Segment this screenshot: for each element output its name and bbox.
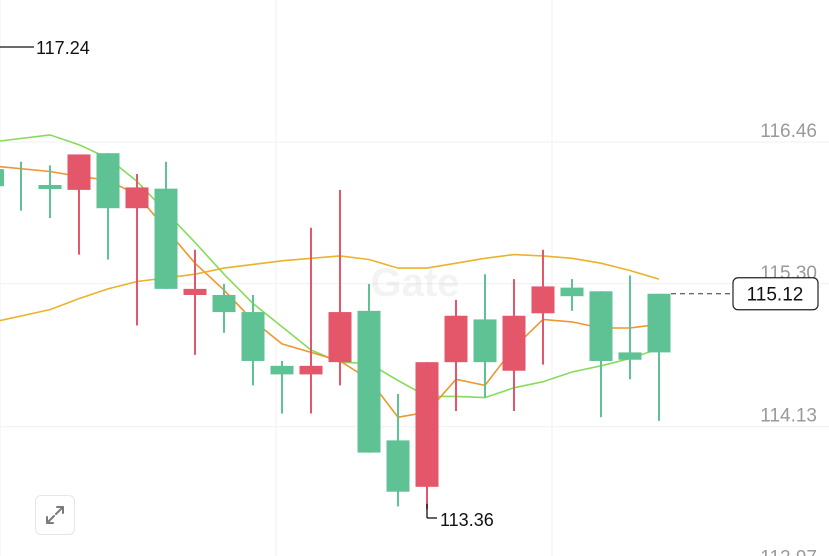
price-tick-label: 114.13 (760, 406, 817, 427)
candle-body (154, 188, 178, 289)
candle (183, 249, 207, 355)
candle-body (618, 352, 642, 360)
candle (473, 274, 497, 398)
candle (38, 165, 62, 218)
candle (270, 360, 294, 414)
candle-body (560, 287, 584, 297)
candle-body (96, 153, 120, 209)
candle (299, 227, 323, 414)
last-price-box (732, 277, 819, 311)
low-price-label: 113.36 (440, 510, 494, 530)
candle-body (531, 286, 555, 314)
candle (241, 294, 265, 386)
candle-body (183, 288, 207, 295)
candle (531, 249, 555, 365)
candle-body (0, 169, 4, 187)
candle (560, 279, 584, 311)
candle-body (589, 291, 613, 361)
candle-body (502, 315, 526, 371)
candle (618, 275, 642, 380)
high-price-label: 117.24 (36, 38, 90, 58)
expand-arrows-icon (46, 506, 64, 524)
candle-body (386, 440, 410, 492)
candle-body (212, 294, 236, 313)
price-tick-label: 112.97 (760, 547, 817, 556)
candle-body (444, 315, 468, 363)
candle-body (473, 319, 497, 363)
candle (328, 189, 352, 386)
candle-body (38, 184, 62, 189)
candle (589, 291, 613, 418)
annotation-layer: 117.24 113.36 115.12 (0, 38, 819, 530)
candle (444, 299, 468, 412)
moving-average-line (0, 253, 660, 322)
candle-body (270, 365, 294, 375)
candle-body (415, 362, 439, 487)
candle (357, 283, 381, 453)
candle-body (241, 312, 265, 361)
candle-body (647, 293, 671, 353)
candle-body (67, 154, 91, 190)
candle (67, 154, 91, 255)
candle-body (357, 310, 381, 453)
candle (386, 393, 410, 507)
candle (96, 153, 120, 260)
last-price-label: 115.12 (747, 285, 804, 306)
candle (415, 362, 439, 509)
expand-button[interactable] (35, 495, 75, 535)
candle (502, 279, 526, 412)
candle (154, 161, 178, 289)
candle (212, 283, 236, 333)
candle (125, 173, 149, 326)
candle-body (125, 187, 149, 209)
candle-body (299, 365, 323, 375)
candle-body (328, 312, 352, 363)
candle-layer (0, 153, 671, 509)
candle (0, 161, 22, 211)
price-tick-label: 116.46 (760, 121, 817, 142)
candle (647, 293, 671, 421)
